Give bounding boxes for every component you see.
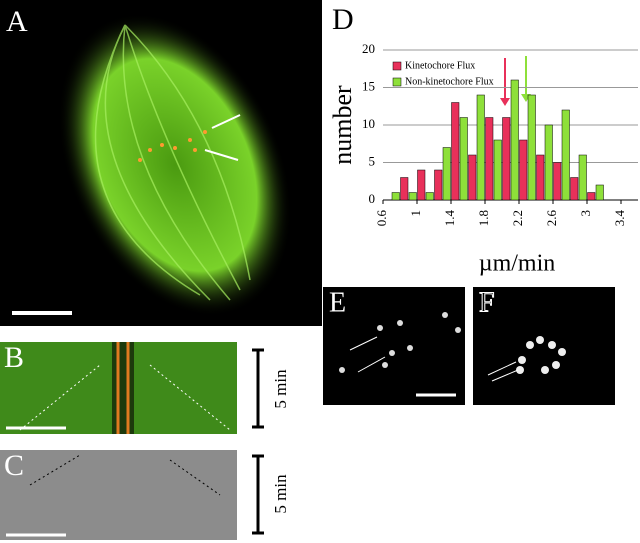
kinetochores bbox=[138, 130, 207, 162]
legend-label: Kinetochore Flux bbox=[405, 60, 475, 71]
bar bbox=[519, 139, 528, 201]
panel-label: B bbox=[4, 341, 24, 374]
arrows-e bbox=[349, 336, 386, 373]
x-tick-label: 1 bbox=[408, 210, 423, 217]
panel-label: C bbox=[4, 449, 24, 482]
bar bbox=[400, 177, 409, 201]
arrows-f bbox=[487, 361, 519, 382]
x-tick-label: 1.8 bbox=[476, 210, 491, 226]
bar bbox=[570, 177, 579, 201]
flux-lines bbox=[19, 364, 231, 431]
bar bbox=[510, 79, 519, 201]
time-label: 5 min bbox=[271, 474, 290, 514]
x-tick-label: 3 bbox=[578, 210, 593, 217]
panel-c-image bbox=[0, 450, 237, 540]
bar bbox=[485, 117, 494, 201]
panel-label: F bbox=[479, 287, 495, 318]
legend-swatch bbox=[392, 61, 402, 71]
legend-swatch bbox=[392, 77, 402, 87]
bar bbox=[476, 94, 485, 201]
bar bbox=[442, 147, 451, 201]
arrows-a bbox=[204, 114, 241, 161]
x-tick-label: 2.6 bbox=[544, 210, 559, 227]
bar bbox=[493, 139, 502, 201]
spots bbox=[339, 312, 461, 373]
y-tick-label: 10 bbox=[362, 116, 375, 131]
x-tick-label: 1.4 bbox=[442, 210, 457, 227]
bar bbox=[587, 192, 596, 201]
bar bbox=[417, 169, 426, 201]
legend-label: Non-kinetochore Flux bbox=[405, 76, 494, 87]
bar bbox=[544, 124, 553, 201]
bar bbox=[536, 154, 545, 201]
bar bbox=[502, 117, 511, 201]
time-bars bbox=[252, 348, 264, 535]
bar bbox=[459, 117, 468, 201]
flux-lines bbox=[29, 454, 221, 496]
panel-e-image bbox=[323, 287, 465, 405]
panel-f-image bbox=[473, 287, 615, 405]
bar bbox=[408, 192, 417, 201]
bar bbox=[468, 154, 477, 201]
bar bbox=[391, 192, 400, 201]
x-tick-label: 0.6 bbox=[374, 210, 389, 227]
bar bbox=[527, 94, 536, 201]
y-tick-label: 5 bbox=[369, 153, 376, 168]
bar bbox=[578, 154, 587, 201]
panel-label: E bbox=[329, 287, 346, 318]
panel-label: D bbox=[332, 3, 354, 36]
fibers bbox=[94, 24, 251, 301]
spindle bbox=[58, 13, 292, 317]
bar bbox=[595, 184, 604, 201]
y-tick-label: 20 bbox=[362, 41, 375, 56]
panel-b-band bbox=[112, 342, 134, 434]
time-label: 5 min bbox=[271, 369, 290, 409]
x-axis-label: µm/min bbox=[479, 251, 556, 277]
x-tick-label: 3.4 bbox=[612, 210, 627, 227]
bar bbox=[451, 102, 460, 201]
y-axis-label: number bbox=[328, 85, 357, 165]
bar bbox=[561, 109, 570, 201]
spots bbox=[516, 336, 566, 374]
bar bbox=[434, 169, 443, 201]
y-tick-label: 0 bbox=[369, 191, 376, 206]
bar bbox=[553, 162, 562, 201]
panel-label: A bbox=[6, 5, 28, 38]
x-tick-label: 2.2 bbox=[510, 210, 525, 226]
y-tick-label: 15 bbox=[362, 78, 375, 93]
bar bbox=[425, 192, 434, 201]
